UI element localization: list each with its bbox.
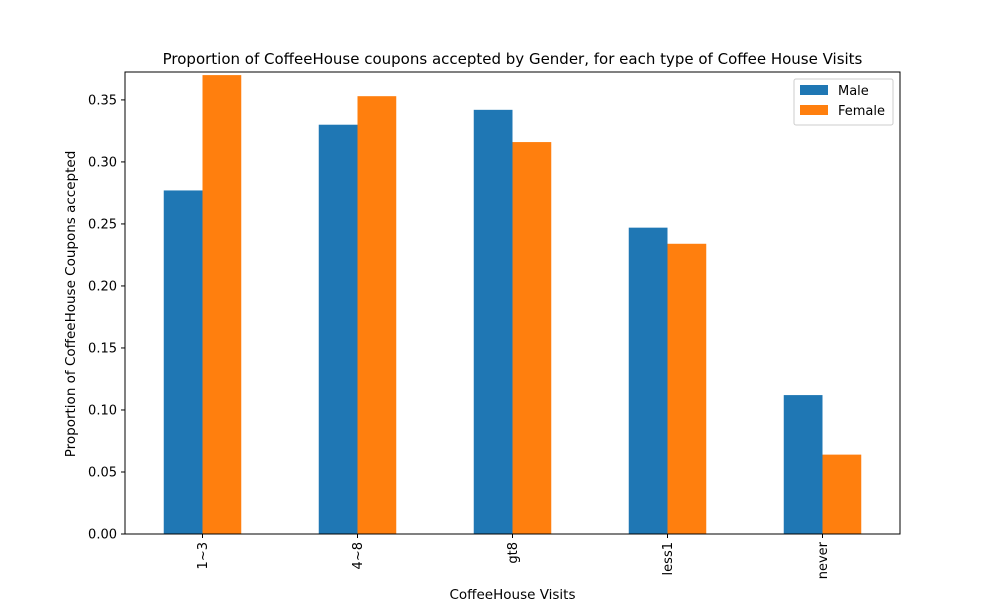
x-tick-label: 1~3 [196, 542, 211, 569]
x-tick-label: never [816, 541, 831, 579]
legend: Male Female [793, 78, 894, 126]
y-tick-label: 0.10 [88, 403, 117, 418]
bar-female-1 [357, 96, 397, 534]
bar-male-0 [163, 190, 203, 535]
x-tick-label: 4~8 [351, 542, 366, 569]
bar-female-4 [822, 454, 862, 534]
bar-male-4 [783, 395, 823, 534]
y-tick-label: 0.15 [88, 341, 117, 356]
x-axis-label: CoffeeHouse Visits [450, 587, 576, 600]
y-tick-label: 0.30 [88, 155, 117, 170]
x-tick-label: gt8 [506, 542, 521, 564]
chart-title: Proportion of CoffeeHouse coupons accept… [163, 50, 863, 68]
bar-female-0 [202, 75, 242, 534]
y-tick-label: 0.05 [88, 465, 117, 480]
bar-male-1 [318, 124, 358, 534]
bar-male-3 [628, 227, 668, 534]
y-tick-label: 0.20 [88, 279, 117, 294]
bar-female-2 [512, 142, 552, 534]
y-tick-label: 0.25 [88, 217, 117, 232]
y-tick-label: 0.35 [88, 93, 117, 108]
legend-label-female: Female [838, 104, 885, 119]
bar-female-3 [667, 243, 707, 535]
y-tick-label: 0.00 [88, 528, 117, 543]
legend-swatch-female [800, 105, 828, 115]
y-axis-label: Proportion of CoffeeHouse Coupons accept… [63, 151, 79, 458]
plot-area: 0.00 0.05 0.10 0.15 0.20 0.25 0.30 0.35 1~3 4~8 gt… [88, 71, 901, 579]
x-tick-label: less1 [661, 542, 676, 575]
bar-male-2 [473, 109, 513, 534]
legend-swatch-male [800, 85, 828, 95]
legend-label-male: Male [838, 84, 869, 99]
